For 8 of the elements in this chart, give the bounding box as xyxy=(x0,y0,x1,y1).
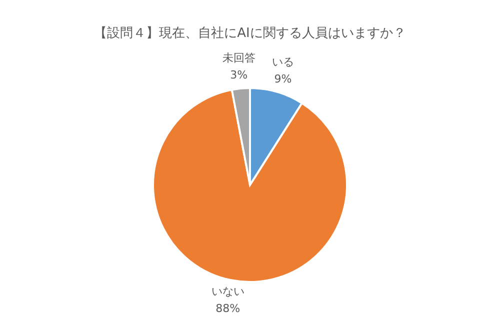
pie-slice xyxy=(152,88,348,283)
data-label: 9% xyxy=(274,72,292,86)
chart-title: 【設問４】現在、自社にAIに関する人員はいますか？ xyxy=(94,26,406,41)
data-label: 88% xyxy=(216,302,240,315)
data-label: 3% xyxy=(230,68,248,82)
slice-label: いる xyxy=(272,56,294,69)
slice-label: 未回答 xyxy=(222,52,256,65)
slice-label: いない xyxy=(211,284,244,298)
